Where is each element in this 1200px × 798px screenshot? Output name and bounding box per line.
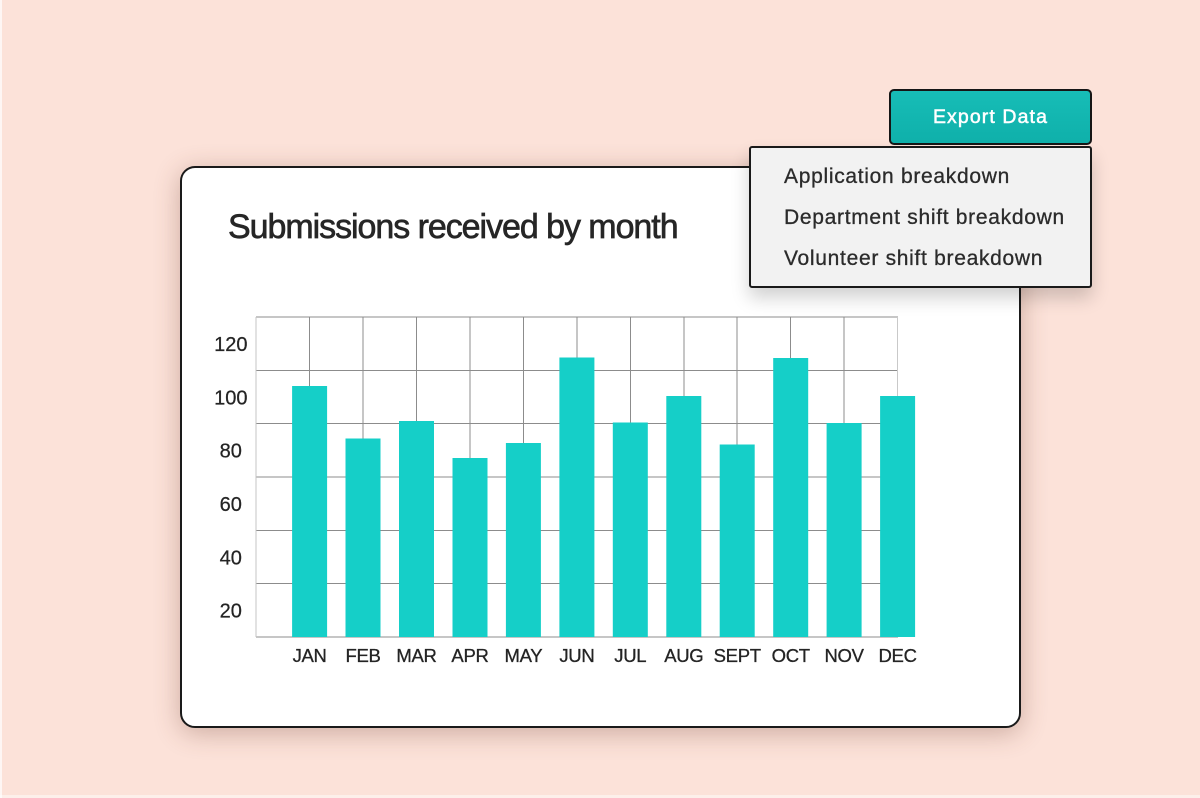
svg-text:60: 60 [220, 494, 242, 516]
svg-text:DEC: DEC [879, 645, 917, 666]
svg-text:80: 80 [220, 441, 242, 463]
svg-text:JAN: JAN [293, 645, 327, 666]
svg-text:100: 100 [214, 387, 247, 409]
svg-text:FEB: FEB [345, 645, 380, 666]
svg-text:AUG: AUG [664, 645, 703, 666]
svg-text:SEPT: SEPT [714, 645, 761, 666]
svg-text:MAR: MAR [396, 645, 436, 666]
svg-text:20: 20 [220, 601, 242, 623]
svg-text:120: 120 [214, 334, 247, 356]
svg-text:JUL: JUL [614, 645, 646, 666]
svg-text:JUN: JUN [559, 645, 594, 666]
svg-text:OCT: OCT [772, 645, 810, 666]
svg-text:MAY: MAY [504, 645, 542, 666]
svg-text:APR: APR [451, 645, 488, 666]
svg-text:NOV: NOV [824, 645, 864, 666]
svg-text:40: 40 [220, 547, 242, 569]
